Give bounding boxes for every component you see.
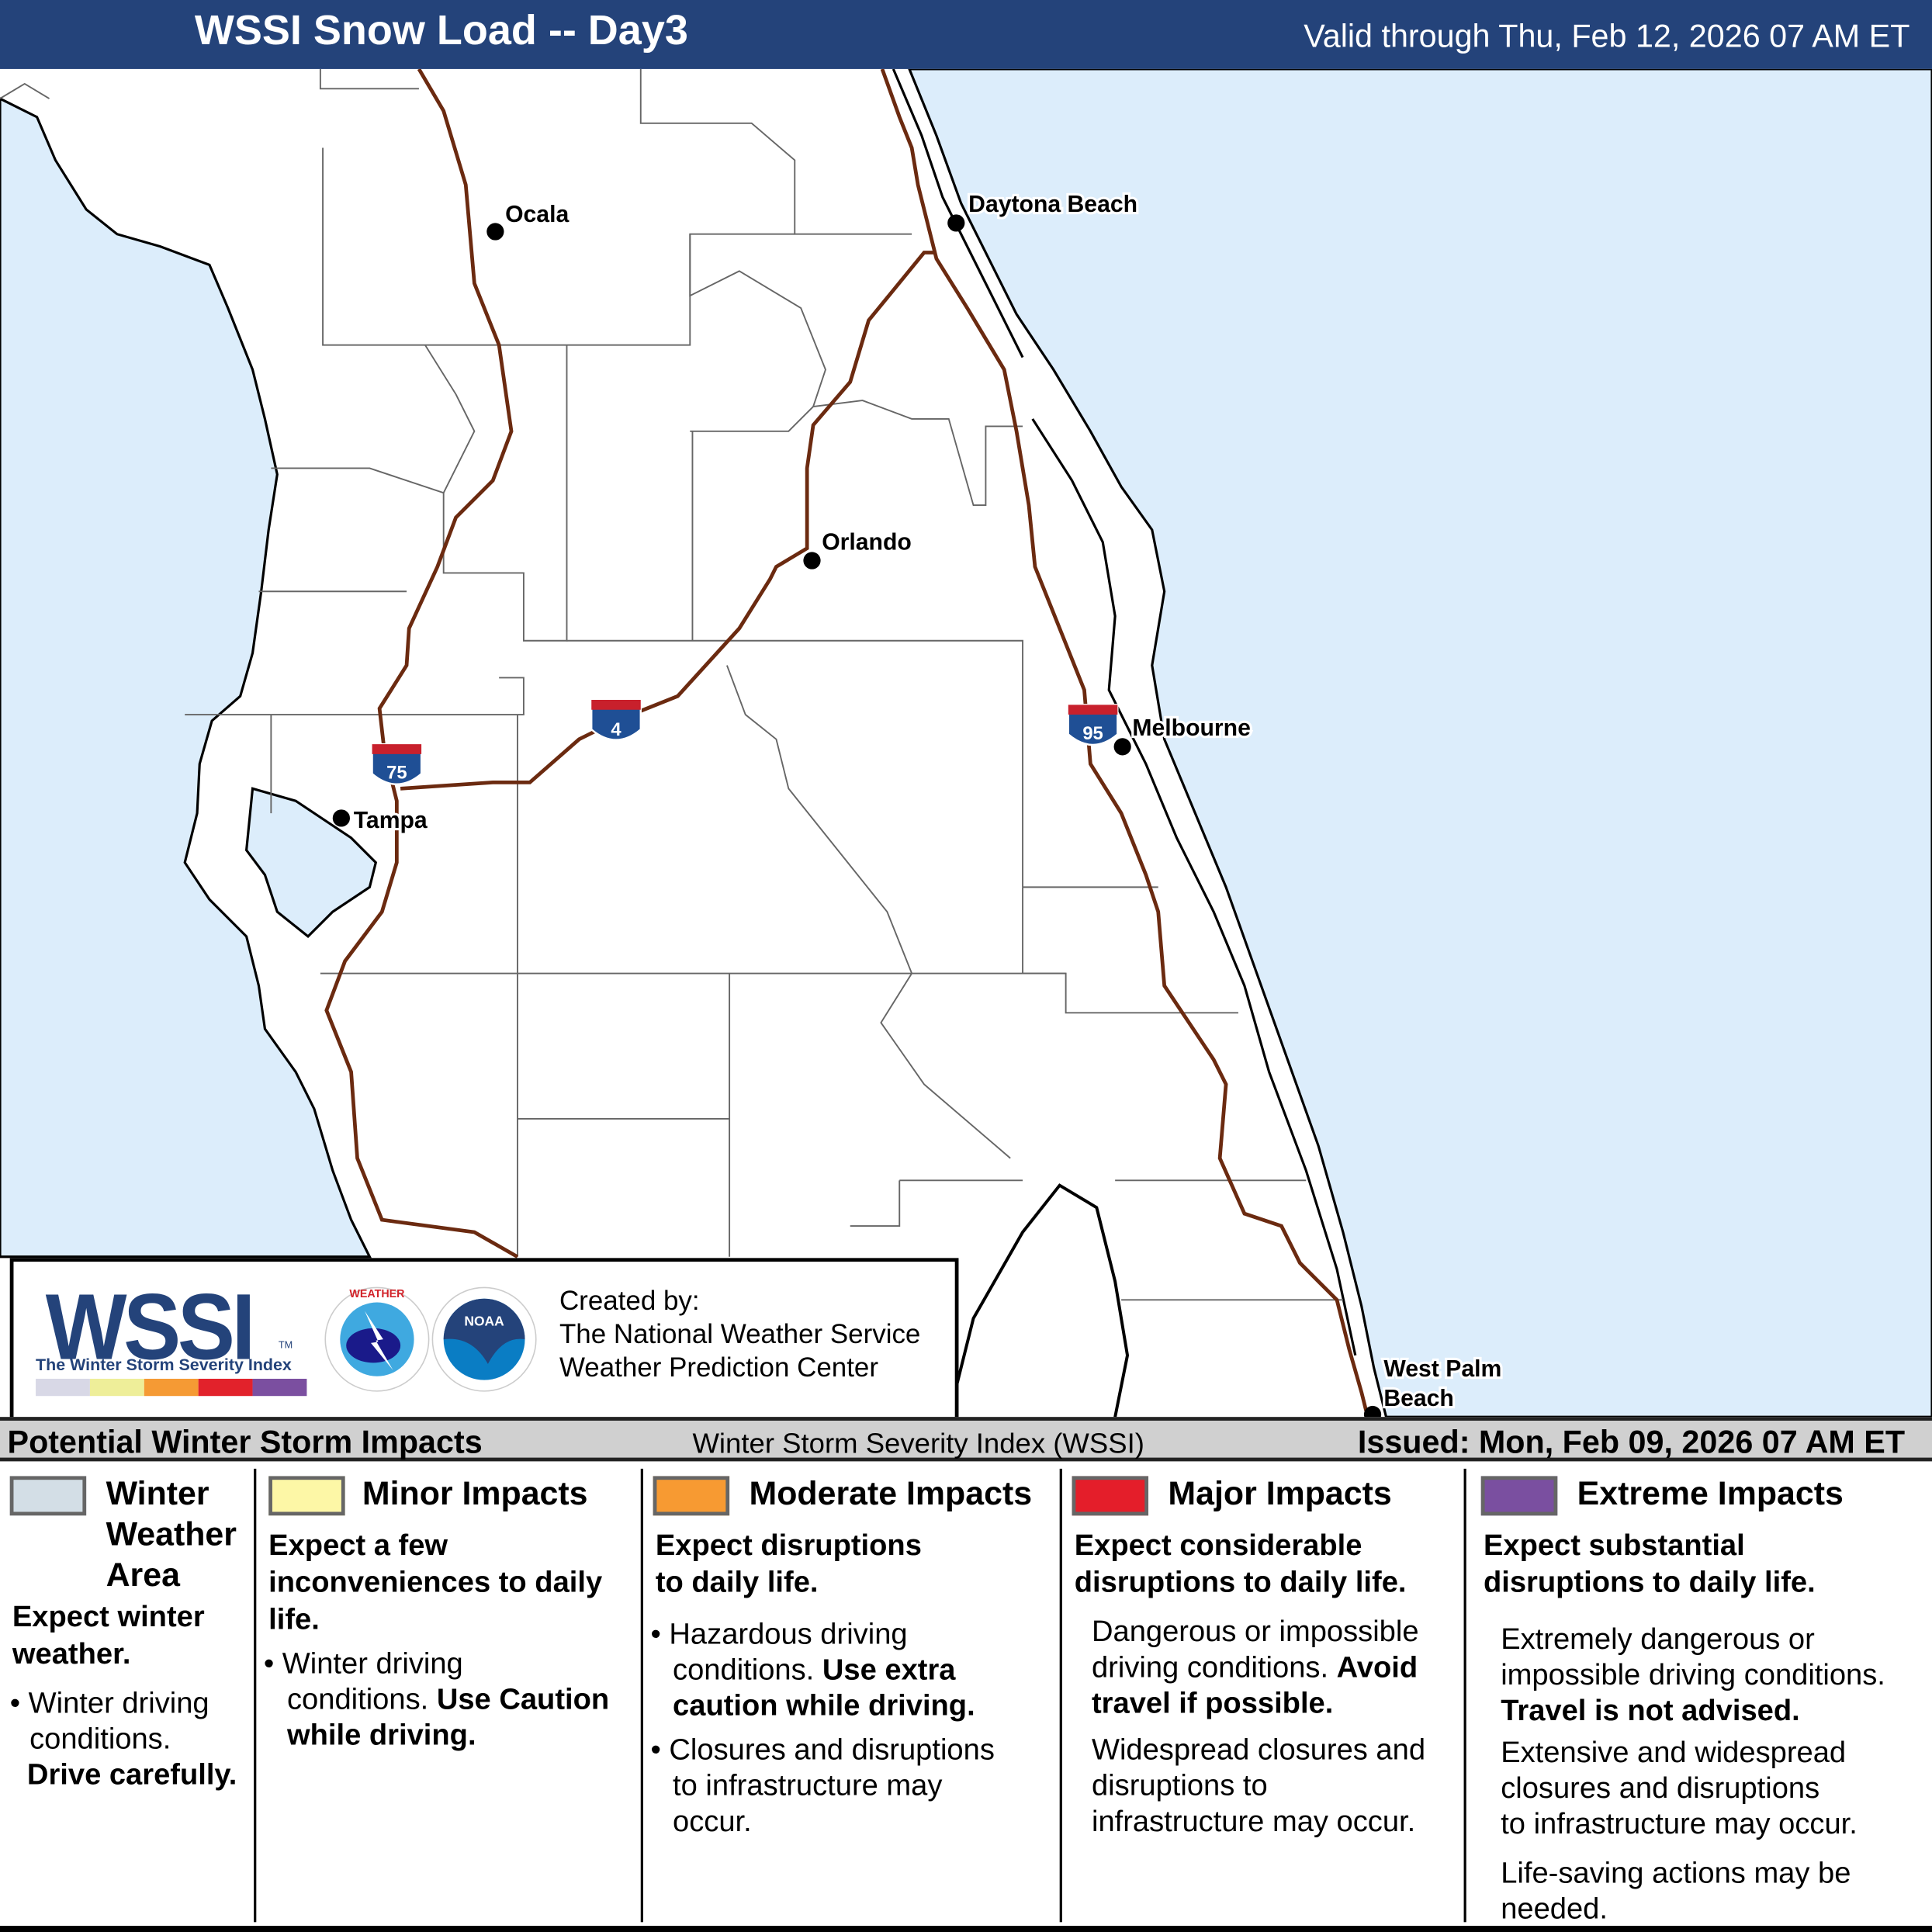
interstate-95-label: 95 [1082, 723, 1103, 744]
swatch [89, 1378, 144, 1397]
divider [254, 1468, 257, 1923]
city-label: Daytona Beach [968, 192, 1137, 217]
city-label: Melbourne [1132, 715, 1250, 741]
legend-lead: Expect a few inconveniences to daily life. [268, 1529, 603, 1636]
legend-bullet: • Winter driving conditions. Use Caution… [263, 1647, 610, 1753]
legend-lead: Expect winter weather. [12, 1600, 205, 1671]
city-label: Beach [1383, 1386, 1454, 1411]
noaa-text: NOAA [464, 1314, 504, 1329]
legend-bullet: • Closures and disruptions to infrastruc… [650, 1733, 995, 1839]
legend-winter-weather-area: Winter Weather Area Expect winter weather. … [0, 1466, 254, 1923]
title-bar: WSSI Snow Load -- Day3 Valid through Thu… [0, 0, 1932, 69]
interstate-routes [324, 68, 1370, 1418]
legend-bullet: • Hazardous driving conditions. Use extr… [650, 1618, 975, 1723]
interstate-75-label: 75 [386, 763, 407, 784]
legend-text: Life-saving actions may be needed. [1501, 1857, 1851, 1927]
legend-category-name: Winter Weather Area [106, 1474, 237, 1594]
noaa-logo: NOAA [431, 1286, 537, 1392]
map-title: WSSI Snow Load -- Day3 [194, 7, 688, 54]
city-west-palm-beach: West Palm Beach [1363, 1354, 1504, 1418]
divider [1059, 1468, 1062, 1923]
legend-text: Dangerous or impossible driving conditio… [1091, 1615, 1419, 1720]
credits: Created by: The National Weather Service… [559, 1284, 920, 1384]
legend-text: Widespread closures and disruptions to i… [1091, 1733, 1426, 1839]
legend-swatch [1072, 1476, 1149, 1516]
legend-swatch [1480, 1476, 1558, 1516]
divider [640, 1468, 643, 1923]
city-label: Ocala [505, 202, 569, 227]
bottom-border [0, 1926, 1932, 1932]
interstate-4-shield: 4 [590, 698, 642, 741]
wssi-logo: WSSI [45, 1275, 256, 1380]
city-label: West Palm [1383, 1356, 1501, 1382]
wssi-subtitle: The Winter Storm Severity Index [36, 1355, 292, 1374]
legend-extreme-impacts: Extreme Impacts Expect substantial disrup… [1469, 1466, 1932, 1926]
logo-panel: WSSI TM The Winter Storm Severity Index … [9, 1258, 959, 1421]
impacts-header: Potential Winter Storm Impacts Winter St… [0, 1417, 1932, 1462]
florida-map: 75 4 95 Ocala Daytona Beach Orlando Melb… [0, 68, 1932, 1418]
legend-minor-impacts: Minor Impacts Expect a few inconveniences… [258, 1466, 640, 1923]
city-daytona-beach: Daytona Beach [947, 189, 1140, 232]
trademark: TM [278, 1339, 293, 1351]
nws-logo: WEATHER [324, 1286, 430, 1392]
interstate-4-label: 4 [611, 719, 621, 740]
divider [1463, 1468, 1466, 1923]
swatch [198, 1378, 253, 1397]
lake-okeechobee [947, 1183, 1130, 1418]
legend-swatch [653, 1476, 730, 1516]
svg-text:WEATHER: WEATHER [349, 1288, 405, 1300]
city-melbourne: Melbourne [1113, 713, 1253, 756]
swatch [252, 1378, 307, 1397]
interstate-75-shield: 75 [371, 743, 423, 785]
atlantic-water [908, 68, 1932, 1418]
legend-category-name: Extreme Impacts [1577, 1474, 1844, 1512]
county-lines [0, 68, 1343, 1301]
swatch [144, 1378, 199, 1397]
legend-lead: Expect substantial disruptions to daily l… [1483, 1529, 1816, 1600]
impacts-title: Potential Winter Storm Impacts [7, 1423, 483, 1460]
legend-bullet: • Winter driving conditions. Drive caref… [9, 1686, 237, 1792]
org-wpc: Weather Prediction Center [559, 1352, 879, 1383]
impacts-subtitle: Winter Storm Severity Index (WSSI) [692, 1426, 1144, 1459]
legend-swatch [268, 1476, 345, 1516]
legend-major-impacts: Major Impacts Expect considerable disrupt… [1065, 1466, 1464, 1923]
city-ocala: Ocala [486, 199, 572, 241]
legend-category-name: Major Impacts [1168, 1474, 1392, 1512]
legend-swatch [9, 1476, 87, 1516]
legend-lead: Expect disruptions to daily life. [655, 1529, 922, 1600]
city-label: Orlando [822, 529, 912, 555]
legend-moderate-impacts: Moderate Impacts Expect disruptions to da… [646, 1466, 1060, 1923]
issued-time: Issued: Mon, Feb 09, 2026 07 AM ET [1357, 1423, 1906, 1460]
legend-category-name: Moderate Impacts [749, 1474, 1033, 1512]
tampa-bay [244, 787, 378, 939]
legend-text: Extensive and widespread closures and di… [1501, 1736, 1858, 1841]
wssi-color-swatches [36, 1378, 307, 1397]
org-nws: The National Weather Service [559, 1318, 921, 1349]
city-orlando: Orlando [803, 527, 914, 570]
interstate-95-shield: 95 [1067, 704, 1119, 746]
valid-time: Valid through Thu, Feb 12, 2026 07 AM ET [1304, 17, 1910, 54]
gulf-water [0, 97, 372, 1259]
legend-category-name: Minor Impacts [362, 1474, 588, 1512]
legend-lead: Expect considerable disruptions to daily … [1074, 1529, 1407, 1600]
swatch [36, 1378, 90, 1397]
created-by-label: Created by: [559, 1285, 700, 1316]
city-tampa: Tampa [332, 805, 430, 836]
legend-text: Extremely dangerous or impossible drivin… [1501, 1622, 1885, 1728]
city-label: Tampa [354, 808, 428, 833]
